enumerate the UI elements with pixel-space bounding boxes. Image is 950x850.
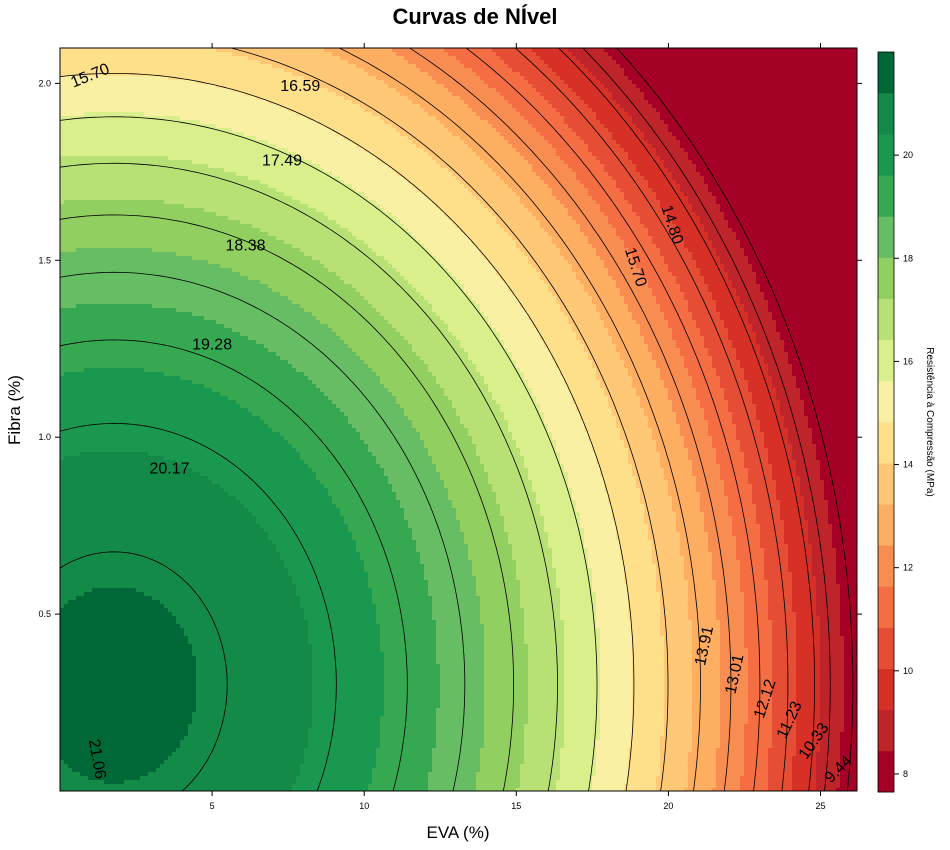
contour-fill-layer [60,48,857,791]
contour-label-5: 20.17 [149,460,189,477]
x-tick-label-2: 15 [511,801,521,811]
colorbar-title: Resistência à Compressão (MPa) [924,347,935,497]
colorbar-segment-7 [878,463,894,505]
contour-label-3: 18.38 [226,237,266,254]
colorbar-tick-label-1: 10 [903,666,913,676]
contour-label-4: 19.28 [192,336,232,353]
contour-line-3 [514,48,789,791]
y-tick-label-0: 0.5 [38,609,51,619]
y-axis-label: Fibra (%) [5,375,24,445]
colorbar-segment-12 [878,257,894,299]
x-tick-label-0: 5 [210,801,215,811]
axis-layer: 5 10 15 20 25 0.5 1.0 1.5 2.0 [38,43,862,811]
y-tick-label-3: 2.0 [38,78,51,88]
colorbar-segment-8 [878,422,894,464]
contour-line-0 [616,48,854,791]
contour-line-8 [60,73,635,791]
y-tick-label-2: 1.5 [38,255,51,265]
contour-label-6: 21.06 [85,738,109,780]
colorbar-segment-4 [878,586,894,628]
contour-line-9 [60,116,598,791]
colorbar-segment-15 [878,134,894,176]
colorbar-tick-label-5: 18 [903,253,913,263]
contour-label-2: 17.49 [262,152,302,169]
y-tick-label-1: 1.0 [38,432,51,442]
colorbar-segment-9 [878,380,894,423]
x-tick-label-3: 20 [663,801,673,811]
contour-line-15 [60,551,228,791]
colorbar-tick-label-0: 8 [903,769,908,779]
colorbar-segment-16 [878,93,894,135]
contour-line-2 [558,48,815,791]
colorbar-tick-label-2: 12 [903,563,913,573]
x-axis-label: EVA (%) [427,823,490,842]
contour-line-1 [582,48,831,791]
contour-line-10 [60,162,558,791]
x-tick-label-1: 10 [359,801,369,811]
plot-frame [59,47,858,792]
colorbar-segment-17 [878,52,894,94]
colorbar-segment-0 [878,750,894,793]
chart-title: Curvas de NÍvel [392,4,557,29]
contour-line-layer [60,48,854,791]
colorbar-segment-14 [878,175,894,217]
contour-label-1: 16.59 [280,78,320,95]
colorbar-tick-label-6: 20 [903,150,913,160]
colorbar-segment-13 [878,216,894,258]
colorbar: 8 10 12 14 16 18 20 [877,51,913,793]
contour-line-14 [60,423,337,791]
contour-line-6 [339,48,701,791]
x-tick-label-4: 25 [815,801,825,811]
colorbar-frame [877,51,895,793]
colorbar-tick-label-4: 16 [903,356,913,366]
colorbar-segment-6 [878,504,894,546]
contour-line-5 [409,48,732,791]
colorbar-segment-5 [878,545,894,587]
colorbar-segment-3 [878,627,894,669]
colorbar-segment-11 [878,298,894,341]
colorbar-segment-10 [878,339,894,382]
colorbar-tick-label-3: 14 [903,460,913,470]
contour-line-13 [60,339,408,791]
colorbar-segment-1 [878,709,894,752]
colorbar-segment-2 [878,668,894,711]
contour-line-11 [60,214,514,791]
contour-line-4 [465,48,761,791]
